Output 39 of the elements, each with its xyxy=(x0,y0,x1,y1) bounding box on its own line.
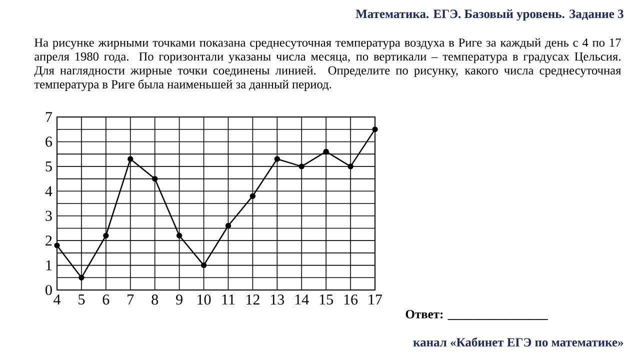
x-tick-label: 13 xyxy=(270,294,284,305)
x-tick-label: 11 xyxy=(222,294,235,304)
x-tick-label: 7 xyxy=(128,294,134,304)
x-tick-label: 16 xyxy=(344,294,358,305)
x-tick-label: 17 xyxy=(368,294,382,304)
text: Ответ: ________________ xyxy=(406,310,548,320)
point xyxy=(78,274,84,280)
point xyxy=(274,156,280,162)
y-tick-label: 3 xyxy=(46,210,52,221)
point xyxy=(200,262,207,268)
y-tick-label: 5 xyxy=(46,161,52,172)
point xyxy=(372,126,378,132)
point xyxy=(54,242,60,248)
point xyxy=(298,164,304,170)
x-tick-label: 4 xyxy=(54,294,61,304)
point xyxy=(323,148,329,154)
x-tick-label: 5 xyxy=(78,294,85,304)
y-tick-label: 0 xyxy=(46,284,52,296)
point xyxy=(103,232,109,238)
point xyxy=(152,176,158,182)
point xyxy=(250,193,256,199)
chart-subtitle: На рисунке жирными точками показана среднесуточная температура воздуха в Риге за каждый день с 4 по 17 апреля 1980 года. По горизонтали указаны числа месяца, по вертикали – температура в градусах Цельсия. Для наглядности жирные точки соединены линией. Определите по рисунку, какого числа среднесуточная температура в Риге была наименьшей за данный период. xyxy=(34,38,621,91)
x-tick-label: 8 xyxy=(152,294,158,305)
x-tick-label: 9 xyxy=(176,294,182,305)
point xyxy=(176,232,182,238)
y-tick-label: 2 xyxy=(46,236,52,246)
x-tick-label: 14 xyxy=(295,294,309,304)
y-tick-label: 1 xyxy=(46,260,52,270)
point xyxy=(128,156,134,162)
x-tick-label: 12 xyxy=(246,294,260,304)
y-tick-label: 6 xyxy=(46,136,52,147)
text: Математика. ЕГЭ. Базовый уровень. Задание 3 xyxy=(356,9,624,21)
y-tick-label: 4 xyxy=(45,186,52,196)
x-tick-label: 6 xyxy=(102,294,110,305)
y-tick-label: 7 xyxy=(46,112,52,122)
x-tick-label: 15 xyxy=(320,294,333,305)
point xyxy=(348,164,354,170)
x-tick-label: 10 xyxy=(198,294,211,305)
text: канал «Кабинет ЕГЭ по математике» xyxy=(413,337,624,347)
